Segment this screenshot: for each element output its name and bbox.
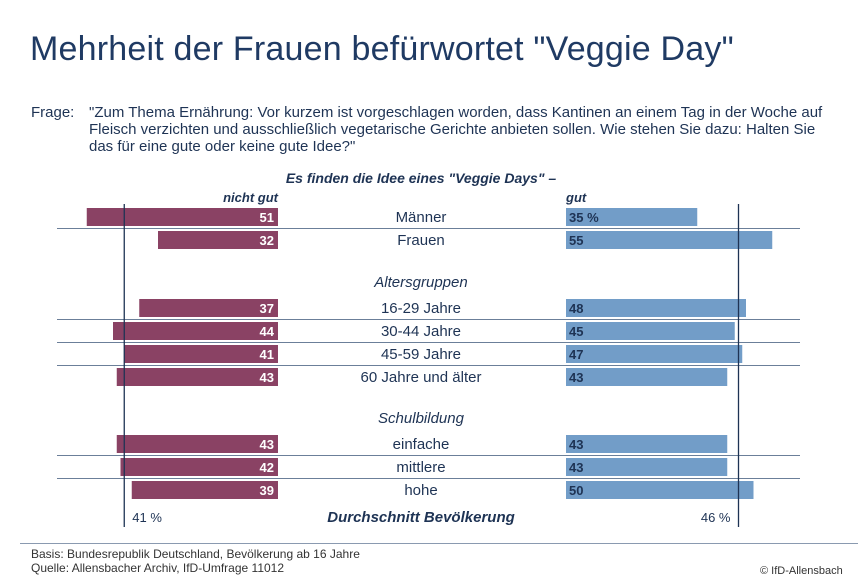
category-label: einfache xyxy=(393,436,450,453)
value-label-gut: 55 xyxy=(569,233,583,248)
value-label-gut: 45 xyxy=(569,324,583,339)
footer-basis: Basis: Bundesrepublik Deutschland, Bevöl… xyxy=(31,547,360,561)
value-label-nicht-gut: 51 xyxy=(260,210,274,225)
value-label-nicht-gut: 42 xyxy=(260,460,274,475)
left-series-label: nicht gut xyxy=(223,190,279,205)
footer-copyright: © IfD-Allensbach xyxy=(760,565,843,577)
value-label-nicht-gut: 32 xyxy=(260,233,274,248)
bar-nicht-gut xyxy=(131,481,278,499)
category-label: mittlere xyxy=(396,459,445,476)
category-label: 60 Jahre und älter xyxy=(361,369,482,386)
question-label: Frage: xyxy=(31,104,75,121)
right-series-label: gut xyxy=(565,190,587,205)
bar-nicht-gut xyxy=(120,458,278,476)
value-label-gut: 47 xyxy=(569,347,583,362)
average-label: Durchschnitt Bevölkerung xyxy=(327,509,515,526)
value-label-nicht-gut: 39 xyxy=(260,483,274,498)
value-label-gut: 48 xyxy=(569,301,583,316)
bar-gut xyxy=(566,368,728,386)
category-label: 16-29 Jahre xyxy=(381,300,461,317)
category-label: 45-59 Jahre xyxy=(381,346,461,363)
value-label-gut: 50 xyxy=(569,483,583,498)
value-label-gut: 35 % xyxy=(569,210,599,225)
bar-gut xyxy=(566,231,773,249)
value-label-nicht-gut: 41 xyxy=(260,347,274,362)
value-label-gut: 43 xyxy=(569,370,583,385)
category-label: hohe xyxy=(404,482,437,499)
group-heading: Schulbildung xyxy=(378,410,465,427)
bar-gut xyxy=(566,458,728,476)
question-text: "Zum Thema Ernährung: Vor kurzem ist vor… xyxy=(89,104,823,155)
value-label-nicht-gut: 37 xyxy=(260,301,274,316)
footer-divider xyxy=(20,543,858,544)
value-label-nicht-gut: 43 xyxy=(260,370,274,385)
bar-gut xyxy=(566,481,754,499)
footer-source: Quelle: Allensbacher Archiv, IfD-Umfrage… xyxy=(31,561,285,575)
bar-gut xyxy=(566,208,698,226)
bar-nicht-gut xyxy=(139,299,278,317)
average-value-gut: 46 % xyxy=(701,510,731,525)
bar-nicht-gut xyxy=(158,231,278,249)
value-label-gut: 43 xyxy=(569,460,583,475)
bar-gut xyxy=(566,435,728,453)
chart-subtitle: Es finden die Idee eines "Veggie Days" – xyxy=(286,170,557,186)
bar-nicht-gut xyxy=(124,345,278,363)
bar-nicht-gut xyxy=(116,435,278,453)
category-label: Frauen xyxy=(397,232,445,249)
average-value-nicht-gut: 41 % xyxy=(132,510,162,525)
page-title: Mehrheit der Frauen befürwortet "Veggie … xyxy=(30,30,734,68)
value-label-nicht-gut: 43 xyxy=(260,437,274,452)
bar-nicht-gut xyxy=(116,368,278,386)
bar-nicht-gut xyxy=(113,322,278,340)
bar-nicht-gut xyxy=(86,208,278,226)
bar-gut xyxy=(566,322,735,340)
category-label: 30-44 Jahre xyxy=(381,323,461,340)
category-label: Männer xyxy=(396,209,447,226)
bar-gut xyxy=(566,299,746,317)
bar-gut xyxy=(566,345,743,363)
value-label-gut: 43 xyxy=(569,437,583,452)
group-heading: Altersgruppen xyxy=(373,274,467,291)
value-label-nicht-gut: 44 xyxy=(260,324,275,339)
